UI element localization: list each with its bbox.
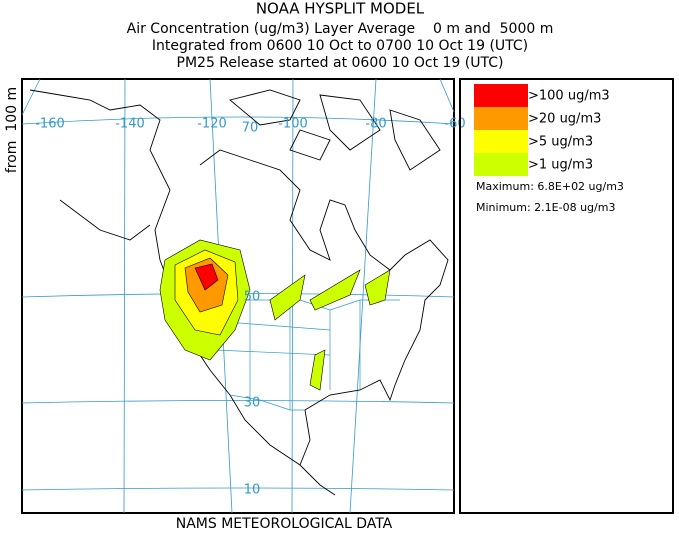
- height-label: from 100 m: [4, 87, 20, 173]
- subtitle: Integrated from 0600 10 Oct to 0700 10 O…: [152, 38, 528, 54]
- legend-swatch: [474, 153, 528, 176]
- coastlines: [29, 89, 449, 496]
- legend-label: >5 ug/m3: [528, 135, 593, 150]
- longitude-label: -80: [365, 117, 386, 132]
- legend-label: >100 ug/m3: [528, 89, 610, 104]
- latitude-label: 30: [244, 396, 261, 411]
- latitude-label: 70: [242, 121, 259, 136]
- latitude-label: 50: [244, 290, 261, 305]
- legend-swatch: [474, 107, 528, 130]
- graticule-labels: -160 -140 -120 70 -100 -80 -60 50 30 10: [35, 117, 465, 498]
- legend-label: >20 ug/m3: [528, 112, 601, 127]
- longitude-label: -60: [444, 117, 465, 132]
- longitude-label: -140: [115, 117, 145, 132]
- legend-frame: [459, 78, 674, 514]
- legend-swatch: [474, 130, 528, 153]
- longitude-label: -120: [197, 117, 227, 132]
- footer: NAMS METEOROLOGICAL DATA: [176, 516, 393, 532]
- legend-label: >1 ug/m3: [528, 158, 593, 173]
- title: NOAA HYSPLIT MODEL: [256, 0, 425, 18]
- subtitle: PM25 Release started at 0600 10 Oct 19 (…: [177, 55, 504, 71]
- maximum: Maximum: 6.8E+02 ug/m3: [476, 180, 624, 193]
- longitude-label: -100: [278, 117, 308, 132]
- legend-swatch: [474, 84, 528, 107]
- legend: >100 ug/m3 >20 ug/m3 >5 ug/m3 >1 ug/m3: [474, 84, 610, 176]
- latitude-label: 10: [244, 483, 261, 498]
- map-frame: [21, 78, 455, 514]
- subtitle: Air Concentration (ug/m3) Layer Average …: [127, 21, 554, 37]
- minimum: Minimum: 2.1E-08 ug/m3: [476, 201, 615, 214]
- longitude-label: -160: [35, 117, 65, 132]
- plumes: [159, 239, 391, 391]
